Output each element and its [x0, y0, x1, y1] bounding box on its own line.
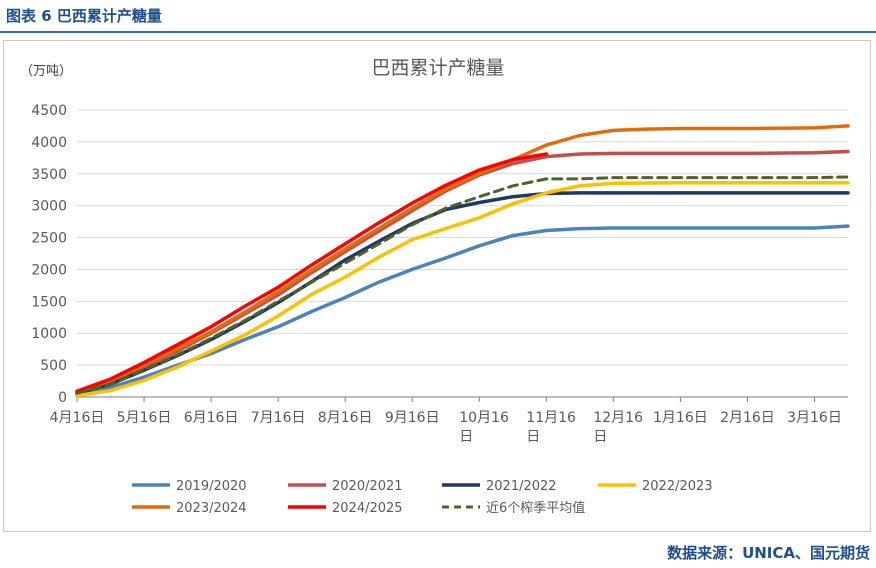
y-tick-label: 500: [40, 358, 67, 374]
legend-label-0: 2019/2020: [176, 479, 247, 494]
x-tick-label: 8月16日: [318, 410, 373, 426]
x-tick-label: 9月16日: [385, 410, 440, 426]
x-tick-label: 1月16日: [653, 410, 708, 426]
legend-label-1: 2020/2021: [332, 479, 403, 494]
figure-caption: 图表 6 巴西累计产糖量: [6, 7, 162, 25]
y-tick-label: 2000: [31, 262, 67, 278]
series-line-1: [75, 149, 850, 395]
x-tick-label: 12月16: [593, 410, 643, 426]
chart-frame: [3, 40, 871, 532]
x-tick-label: 5月16日: [117, 410, 172, 426]
y-tick-label: 3500: [31, 167, 67, 183]
series-line-0: [75, 224, 850, 397]
legend-label-4: 2023/2024: [176, 501, 247, 516]
x-tick-label: 4月16日: [50, 410, 105, 426]
legend-label-5: 2024/2025: [332, 501, 403, 516]
series-line-6: [75, 175, 850, 395]
x-tick-label: 日: [526, 429, 540, 445]
y-tick-label: 4500: [31, 103, 67, 119]
chart-title: 巴西累计产糖量: [371, 57, 504, 79]
legend-label-6: 近6个榨季平均值: [486, 500, 585, 516]
y-tick-label: 4000: [31, 135, 67, 151]
series-line-3: [75, 180, 850, 398]
series-line-4: [75, 124, 850, 395]
x-tick-label: 7月16日: [251, 410, 306, 426]
y-tick-label: 1000: [31, 326, 67, 342]
legend-label-3: 2022/2023: [642, 479, 713, 494]
y-tick-label: 2500: [31, 231, 67, 247]
x-tick-label: 10月16: [459, 410, 509, 426]
x-tick-label: 日: [593, 429, 607, 445]
x-tick-label: 日: [459, 429, 473, 445]
series-line-5: [75, 152, 549, 394]
y-tick-label: 1500: [31, 294, 67, 310]
y-tick-label: 3000: [31, 199, 67, 215]
y-unit-label: （万吨）: [20, 64, 72, 79]
caption-divider: [0, 31, 876, 33]
x-tick-label: 6月16日: [184, 410, 239, 426]
x-tick-label: 11月16: [526, 410, 576, 426]
x-tick-label: 3月16日: [787, 410, 842, 426]
x-tick-label: 2月16日: [720, 410, 775, 426]
data-source: 数据来源：UNICA、国元期货: [667, 544, 870, 562]
legend-label-2: 2021/2022: [486, 479, 557, 494]
y-tick-label: 0: [58, 390, 67, 406]
